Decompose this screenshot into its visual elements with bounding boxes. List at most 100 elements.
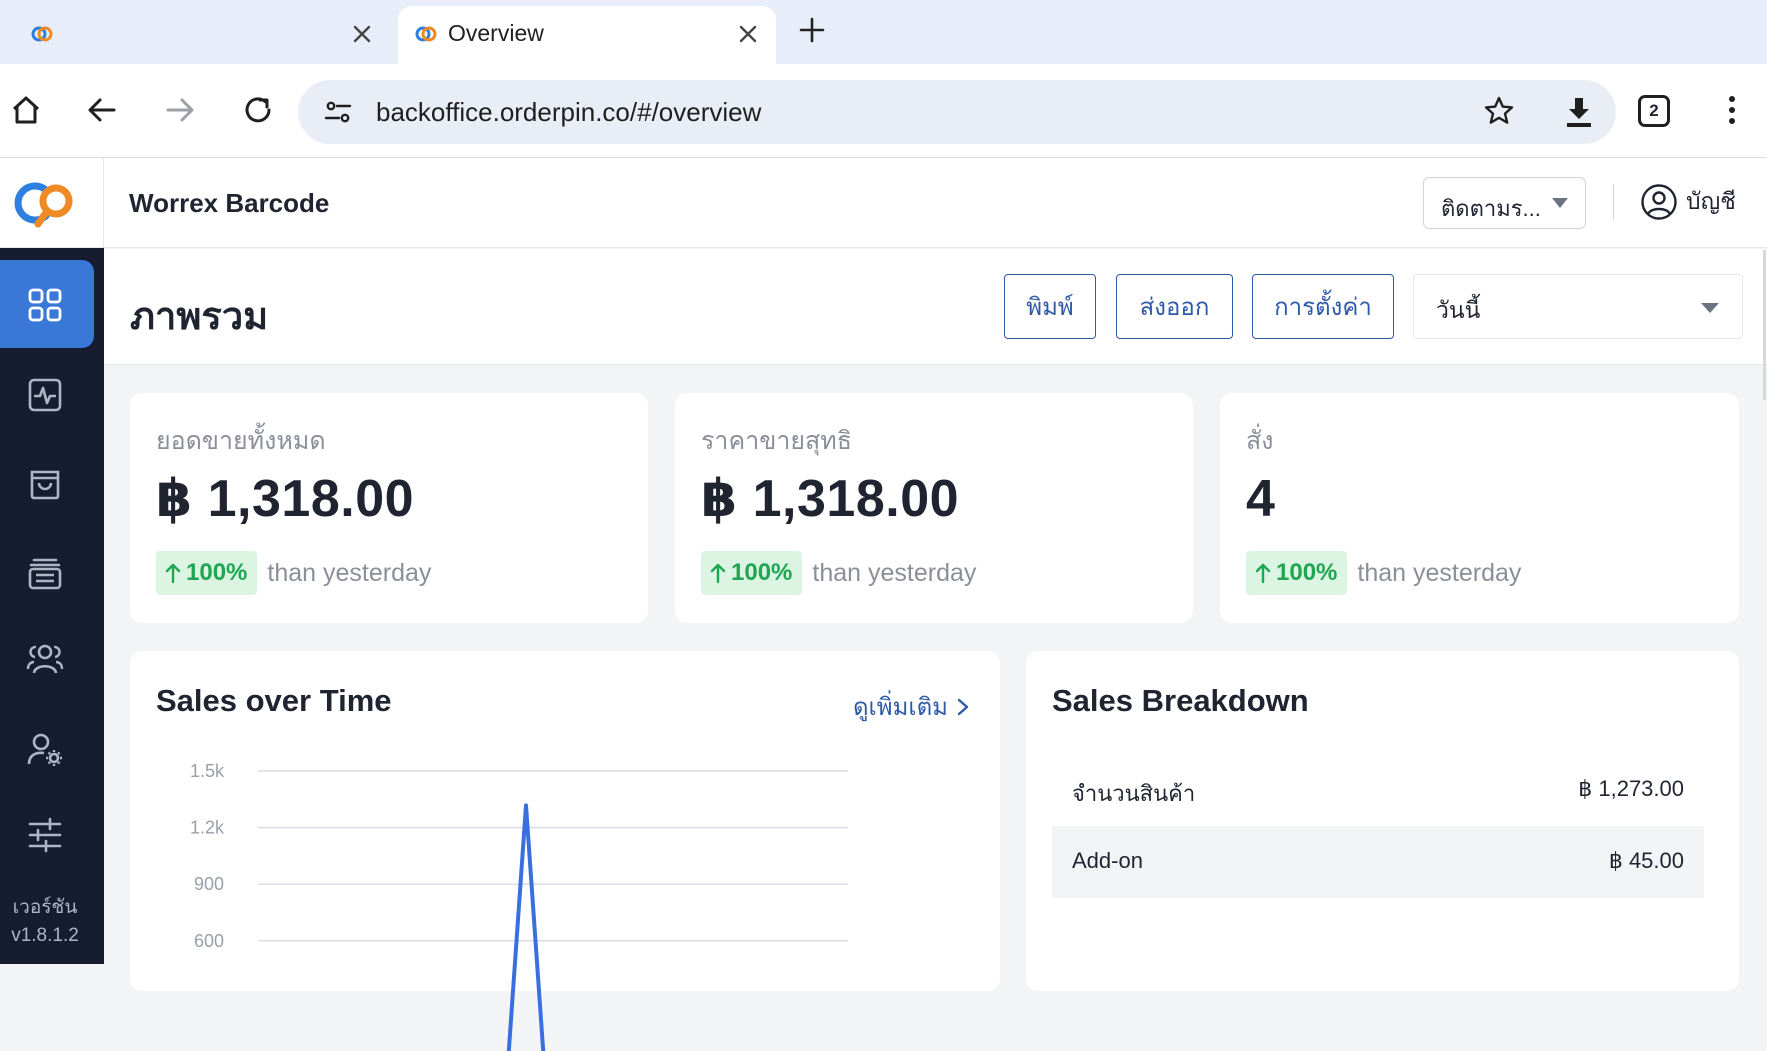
date-range-dropdown[interactable]: วันนี้ [1413, 274, 1743, 339]
app-header: Worrex Barcode ติดตามร... บัญชี [0, 158, 1767, 248]
metric-label: ราคาขายสุทธิ [701, 427, 853, 455]
metric-card-orders: สั่ง 4 100% than yesterday [1220, 393, 1739, 623]
sidebar-item-customers[interactable] [0, 614, 94, 702]
arrow-up-icon [1254, 562, 1272, 584]
account-menu[interactable]: บัญชี [1640, 178, 1736, 226]
sidebar: เวอร์ชัน v1.8.1.2 [0, 248, 104, 964]
metric-delta: 100% than yesterday [156, 551, 431, 595]
close-tab-icon[interactable] [348, 20, 376, 48]
metric-label: ยอดขายทั้งหมด [156, 427, 326, 455]
staff-settings-icon [26, 730, 64, 768]
bookmark-star-icon[interactable] [1482, 94, 1516, 128]
breakdown-name: Add-on [1072, 848, 1143, 873]
breakdown-value: ฿ 1,273.00 [1578, 776, 1684, 801]
browser-tab-strip: Overview [0, 0, 1767, 64]
store-name: Worrex Barcode [129, 188, 330, 218]
adjustments-sliders-icon [26, 816, 64, 854]
browser-tab-inactive[interactable] [10, 6, 390, 64]
see-more-link[interactable]: ดูเพิ่มเติม [853, 687, 970, 726]
activity-icon [26, 376, 64, 414]
more-menu-icon[interactable] [1718, 92, 1746, 128]
inventory-archive-icon [26, 554, 64, 592]
breakdown-row: Add-on ฿ 45.00 [1052, 826, 1704, 898]
site-settings-icon[interactable] [322, 96, 354, 128]
app-version: เวอร์ชัน v1.8.1.2 [0, 894, 90, 950]
metric-value: ฿ 1,318.00 [701, 470, 960, 528]
breakdown-value: ฿ 45.00 [1608, 848, 1684, 873]
account-label: บัญชี [1686, 188, 1736, 214]
orderpin-favicon-icon [30, 22, 54, 46]
date-range-label: วันนี้ [1436, 297, 1481, 323]
metric-value: 4 [1246, 470, 1276, 528]
sales-breakdown-title: Sales Breakdown [1052, 683, 1309, 718]
sidebar-item-orders[interactable] [0, 438, 94, 526]
delta-percent: 100% [731, 559, 793, 586]
dashboard-grid-icon [26, 286, 64, 324]
metric-value: ฿ 1,318.00 [156, 470, 415, 528]
download-icon[interactable] [1562, 94, 1596, 130]
address-url[interactable]: backoffice.orderpin.co/#/overview [376, 97, 762, 127]
sidebar-item-activity[interactable] [0, 350, 94, 438]
arrow-up-icon [709, 562, 727, 584]
y-tick-label: 900 [194, 874, 224, 894]
user-circle-icon [1640, 183, 1678, 221]
page-bar: ภาพรวม พิมพ์ ส่งออก การตั้งค่า วันนี้ [104, 249, 1767, 365]
metric-delta: 100% than yesterday [1246, 551, 1521, 595]
customers-group-icon [26, 640, 64, 678]
chevron-right-icon [956, 697, 970, 717]
metric-label: สั่ง [1246, 427, 1274, 455]
version-number: v1.8.1.2 [11, 925, 79, 946]
arrow-up-icon [164, 562, 182, 584]
reload-icon[interactable] [240, 92, 276, 128]
back-arrow-icon[interactable] [84, 92, 120, 128]
sidebar-item-staff[interactable] [0, 704, 94, 792]
new-tab-plus-icon[interactable] [796, 14, 828, 46]
forward-arrow-icon[interactable] [162, 92, 198, 128]
delta-badge: 100% [1246, 551, 1348, 595]
breakdown-name: จำนวนสินค้า [1072, 781, 1196, 806]
orderpin-favicon-icon [414, 22, 438, 46]
metric-card-total-sales: ยอดขายทั้งหมด ฿ 1,318.00 100% than yeste… [130, 393, 648, 623]
browser-toolbar: backoffice.orderpin.co/#/overview 2 [0, 64, 1767, 158]
header-divider [1613, 184, 1614, 220]
export-button[interactable]: ส่งออก [1116, 274, 1233, 339]
delta-badge: 100% [156, 551, 258, 595]
track-dropdown[interactable]: ติดตามร... [1423, 177, 1586, 229]
metric-card-net-sales: ราคาขายสุทธิ ฿ 1,318.00 100% than yester… [675, 393, 1193, 623]
sales-over-time-card: Sales over Time ดูเพิ่มเติม 1.5k 1.2k 900 6… [130, 651, 1000, 1051]
y-tick-label: 1.5k [190, 761, 225, 781]
sidebar-item-overview[interactable] [0, 260, 94, 348]
delta-text: than yesterday [267, 558, 432, 587]
breakdown-row: จำนวนสินค้า ฿ 1,273.00 [1052, 754, 1704, 826]
logo-cell [0, 158, 104, 248]
y-tick-label: 600 [194, 931, 224, 951]
metric-delta: 100% than yesterday [701, 551, 976, 595]
delta-badge: 100% [701, 551, 803, 595]
delta-text: than yesterday [812, 558, 977, 587]
caret-down-icon [1551, 196, 1569, 210]
see-more-label: ดูเพิ่มเติม [852, 694, 948, 721]
delta-text: than yesterday [1357, 558, 1522, 587]
settings-button[interactable]: การตั้งค่า [1252, 274, 1394, 339]
sales-series-line [506, 803, 546, 1051]
track-dropdown-label: ติดตามร... [1441, 196, 1541, 221]
orderpin-logo[interactable] [8, 178, 82, 228]
home-icon[interactable] [8, 92, 44, 128]
address-bar[interactable]: backoffice.orderpin.co/#/overview [298, 80, 1616, 144]
print-button[interactable]: พิมพ์ [1004, 274, 1096, 339]
sales-over-time-title: Sales over Time [156, 683, 392, 718]
sales-line-chart: 1.5k 1.2k 900 600 [190, 761, 848, 1051]
version-label: เวอร์ชัน [12, 897, 78, 918]
scrollbar-thumb[interactable] [1763, 250, 1766, 400]
page-title: ภาพรวม [130, 296, 269, 338]
browser-tab-active[interactable]: Overview [398, 6, 776, 64]
sidebar-item-inventory[interactable] [0, 528, 94, 616]
sales-breakdown-card: Sales Breakdown จำนวนสินค้า ฿ 1,273.00 A… [1026, 651, 1739, 991]
close-tab-icon[interactable] [734, 20, 762, 48]
delta-percent: 100% [1276, 559, 1338, 586]
y-tick-label: 1.2k [190, 818, 225, 838]
tab-count-button[interactable]: 2 [1638, 95, 1670, 127]
sidebar-item-settings[interactable] [0, 790, 94, 878]
shopping-bag-icon [26, 464, 64, 502]
delta-percent: 100% [186, 559, 248, 586]
